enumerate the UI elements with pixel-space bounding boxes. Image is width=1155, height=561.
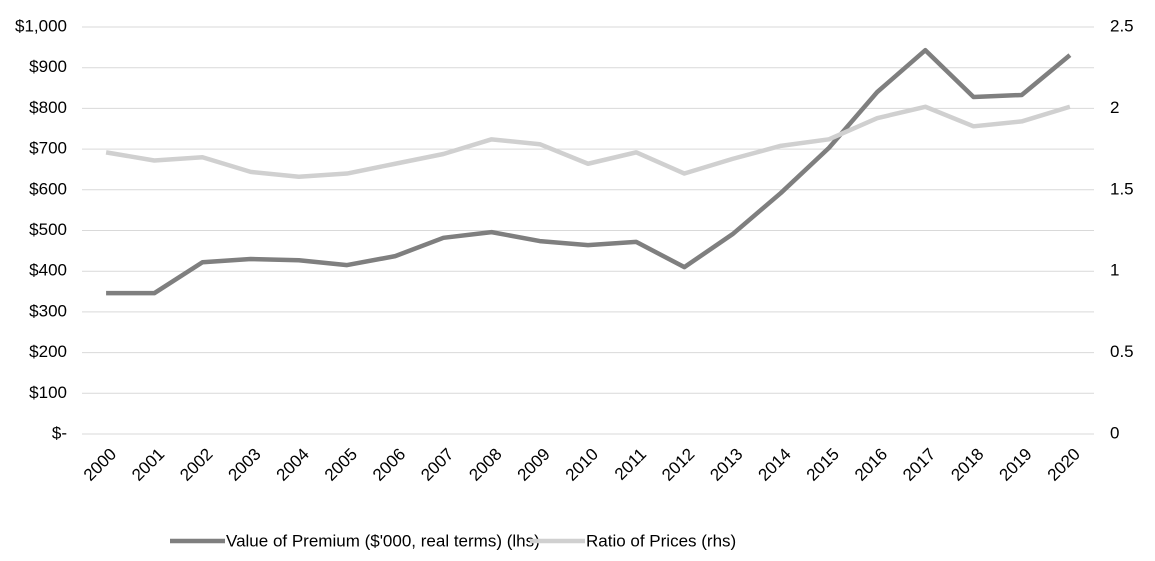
line-series bbox=[105, 104, 1071, 180]
line-series bbox=[106, 47, 1072, 296]
x-tick-label: 2004 bbox=[273, 445, 313, 485]
y-tick-label: $100 bbox=[29, 383, 67, 402]
y-tick-label: $1,000 bbox=[15, 16, 67, 35]
x-tick-label: 2018 bbox=[947, 445, 987, 485]
x-tick-label: 2020 bbox=[1044, 445, 1084, 485]
legend-label: Value of Premium ($'000, real terms) (lh… bbox=[226, 531, 540, 550]
y2-tick-label: 2.5 bbox=[1110, 16, 1134, 35]
x-tick-label: 2006 bbox=[369, 445, 409, 485]
y2-tick-label: 1.5 bbox=[1110, 179, 1134, 198]
x-tick-label: 2007 bbox=[417, 445, 457, 485]
y2-tick-label: 2 bbox=[1110, 98, 1119, 117]
y-tick-label: $200 bbox=[29, 342, 67, 361]
x-tick-label: 2010 bbox=[562, 445, 602, 485]
y-tick-label: $- bbox=[52, 423, 67, 442]
legend-label: Ratio of Prices (rhs) bbox=[586, 531, 736, 550]
y-tick-label: $700 bbox=[29, 139, 67, 158]
y-tick-label: $800 bbox=[29, 98, 67, 117]
y2-tick-label: 0 bbox=[1110, 423, 1119, 442]
x-tick-label: 2013 bbox=[706, 445, 746, 485]
x-tick-label: 2001 bbox=[128, 445, 168, 485]
y2-tick-label: 1 bbox=[1110, 261, 1119, 280]
x-tick-label: 2011 bbox=[611, 445, 650, 484]
y2-tick-label: 0.5 bbox=[1110, 342, 1134, 361]
x-tick-label: 2017 bbox=[899, 445, 939, 485]
y-tick-label: $500 bbox=[29, 220, 67, 239]
x-tick-label: 2016 bbox=[851, 445, 891, 485]
x-tick-label: 2005 bbox=[321, 445, 361, 485]
y-tick-label: $400 bbox=[29, 261, 67, 280]
x-tick-label: 2009 bbox=[514, 445, 554, 485]
x-tick-label: 2014 bbox=[755, 445, 795, 485]
y-tick-label: $900 bbox=[29, 57, 67, 76]
x-tick-label: 2000 bbox=[80, 445, 120, 485]
x-tick-label: 2008 bbox=[465, 445, 505, 485]
y-tick-label: $600 bbox=[29, 179, 67, 198]
x-tick-label: 2003 bbox=[224, 445, 264, 485]
x-tick-label: 2019 bbox=[996, 445, 1036, 485]
x-tick-label: 2012 bbox=[658, 445, 698, 485]
y-tick-label: $300 bbox=[29, 301, 67, 320]
x-tick-label: 2002 bbox=[176, 445, 216, 485]
x-tick-label: 2015 bbox=[803, 445, 843, 485]
